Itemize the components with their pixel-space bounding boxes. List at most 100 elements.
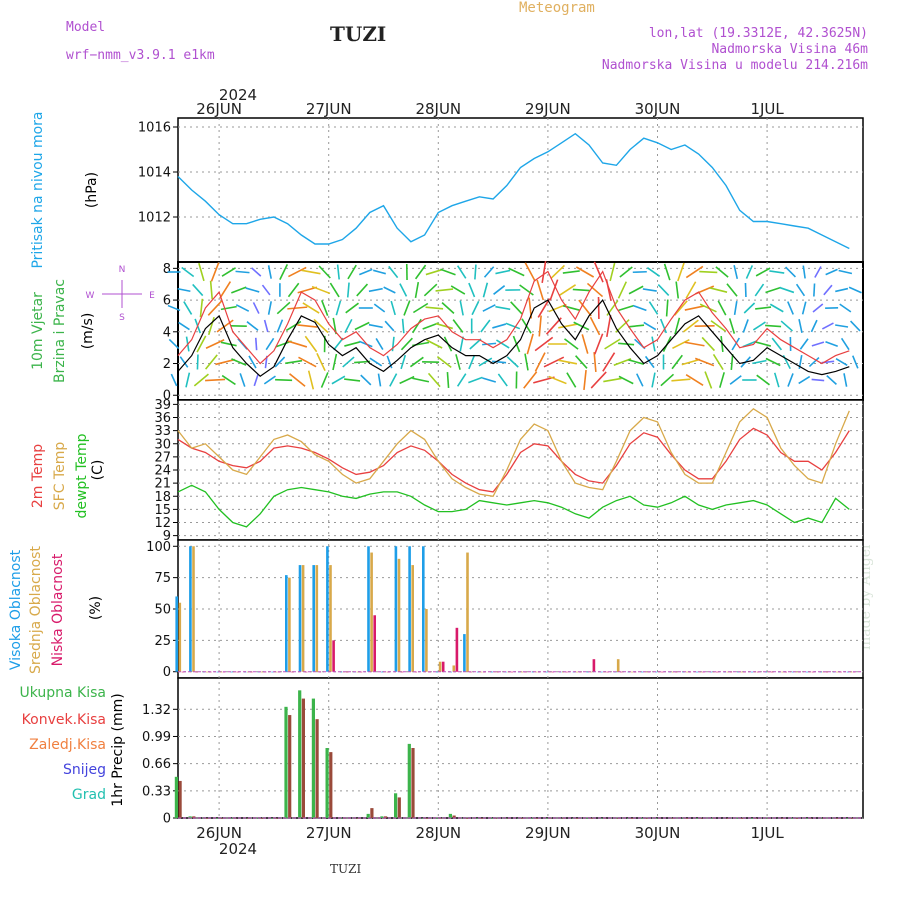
year-label-top: 2024 — [219, 86, 257, 104]
wind-arrow — [526, 333, 534, 355]
wind-arrow — [787, 373, 794, 387]
wind-arrow — [752, 359, 767, 365]
series-line-2-0 — [177, 427, 850, 493]
wind-arrow — [492, 360, 507, 364]
bar-4-1 — [260, 818, 264, 819]
wind-arrow — [506, 356, 519, 368]
wind-arrow — [564, 338, 579, 350]
bar-4-0 — [750, 818, 754, 819]
wind-arrow — [263, 375, 276, 385]
bar-3-1 — [466, 552, 469, 672]
wind-arrow — [589, 316, 601, 336]
bar-4-1 — [411, 748, 415, 818]
wind-arrow — [684, 341, 705, 347]
bar-3-2 — [346, 671, 349, 673]
wind-arrow — [726, 283, 738, 297]
date-label-bottom: 1JUL — [750, 824, 784, 842]
bar-4-0 — [366, 813, 370, 818]
wind-arrow — [798, 375, 811, 385]
date-label-top: 29JUN — [525, 100, 571, 118]
wind-arrow — [436, 355, 452, 369]
bar-4-0 — [435, 818, 439, 819]
wind-arrow — [848, 286, 862, 294]
wind-arrow — [784, 266, 797, 278]
compass-w: W — [86, 291, 95, 301]
bar-3-1 — [356, 671, 360, 673]
wind-arrow — [359, 340, 373, 348]
wind-arrow — [719, 372, 725, 388]
y-tick-label: 0 — [163, 812, 171, 827]
bar-4-1 — [534, 818, 538, 819]
wind-arrow — [384, 320, 395, 332]
bar-4-1 — [521, 818, 525, 819]
bar-4-1 — [685, 818, 689, 819]
date-label-bottom: 27JUN — [306, 824, 352, 842]
bar-3-0 — [271, 671, 274, 673]
wind-arrow — [659, 318, 668, 334]
wind-arrow — [285, 320, 302, 332]
bar-4-0 — [380, 816, 384, 818]
bar-4-0 — [174, 776, 178, 818]
bar-3-1 — [740, 671, 743, 673]
wind-arrow — [220, 341, 237, 347]
wind-arrow — [536, 279, 545, 301]
bar-3-2 — [332, 640, 335, 672]
date-label-top: 26JUN — [196, 100, 242, 118]
wind-arrow — [401, 318, 405, 334]
bar-4-1 — [849, 818, 853, 819]
wind-arrow — [482, 282, 489, 298]
wind-arrow — [459, 336, 464, 352]
wind-arrow — [335, 300, 342, 316]
wind-arrow — [199, 298, 204, 318]
wind-arrow — [452, 319, 464, 333]
wind-arrow — [636, 373, 644, 387]
y-tick-label: 39 — [154, 398, 171, 413]
wind-arrow — [590, 371, 607, 389]
wind-arrow — [298, 356, 317, 368]
wind-arrow — [838, 269, 853, 275]
wind-arrow — [252, 302, 260, 314]
wind-arrow — [715, 266, 729, 278]
wind-arrow — [267, 301, 272, 315]
wind-arrow — [389, 373, 398, 387]
wind-arrow — [333, 337, 344, 351]
wind-arrow — [204, 354, 218, 370]
wind-arrow — [541, 261, 547, 283]
wind-arrow — [628, 324, 645, 328]
wind-arrow — [253, 373, 259, 387]
wind-arrow — [221, 267, 237, 277]
wind-arrow — [651, 372, 656, 388]
bar-3-1 — [425, 609, 428, 672]
wind-arrow — [219, 281, 232, 299]
y-tick-label: 21 — [154, 477, 171, 492]
bar-3-0 — [641, 671, 644, 673]
location-coords: lon,lat (19.3312E, 42.3625N) — [648, 26, 868, 41]
series-line-0-0 — [177, 132, 850, 250]
precip-legend-4: Grad — [72, 787, 106, 803]
bar-3-0 — [408, 546, 411, 672]
panel-frame — [177, 677, 864, 819]
wind-arrow — [814, 266, 822, 278]
bar-3-2 — [455, 627, 459, 672]
wind-arrow — [798, 318, 803, 334]
wind-arrow — [802, 265, 806, 279]
wind-arrow — [826, 375, 837, 385]
bar-3-0 — [367, 546, 370, 672]
y-tick-label: 18 — [154, 490, 171, 505]
wind-arrow — [810, 319, 818, 333]
bar-3-1 — [630, 671, 634, 673]
date-label-bottom: 28JUN — [415, 824, 461, 842]
wind-arrow — [730, 353, 734, 371]
year-label-bottom: 2024 — [219, 840, 257, 858]
wind-arrow — [660, 373, 675, 387]
wind-arrow — [482, 342, 497, 346]
bar-3-1 — [205, 671, 209, 673]
bar-3-1 — [397, 558, 401, 672]
wind-arrow — [632, 304, 647, 312]
wind-arrow — [414, 281, 420, 299]
y-tick-label: 50 — [154, 603, 171, 618]
wind-arrow — [254, 337, 258, 351]
wind-arrow — [196, 354, 199, 370]
bar-3-2 — [661, 671, 664, 673]
wind-arrow — [685, 374, 704, 386]
